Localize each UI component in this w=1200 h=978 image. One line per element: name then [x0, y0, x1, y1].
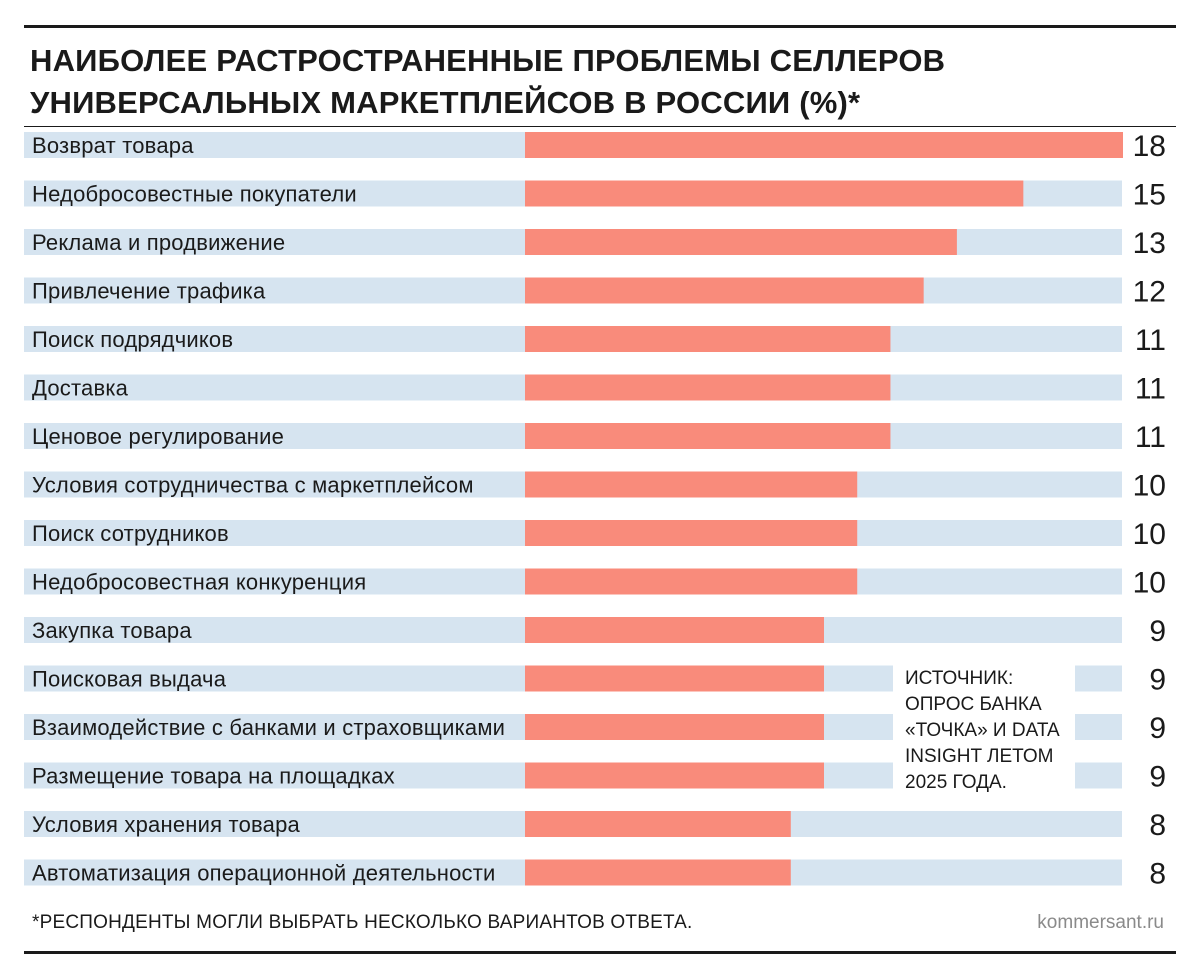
chart-title-line-2: УНИВЕРСАЛЬНЫХ МАРКЕТПЛЕЙСОВ В РОССИИ (%)… — [30, 85, 861, 120]
category-label: Условия хранения товара — [32, 812, 301, 837]
value-label: 8 — [1149, 809, 1166, 842]
category-label: Поиск сотрудников — [32, 521, 229, 546]
category-label: Ценовое регулирование — [32, 424, 284, 449]
value-label: 9 — [1149, 664, 1166, 697]
chart-title: НАИБОЛЕЕ РАСТРОСТРАНЕННЫЕ ПРОБЛЕМЫ СЕЛЛЕ… — [30, 40, 1170, 124]
value-label: 10 — [1133, 518, 1166, 551]
value-label: 9 — [1149, 761, 1166, 794]
value-label: 13 — [1133, 227, 1166, 260]
bar — [525, 714, 824, 740]
value-label: 9 — [1149, 712, 1166, 745]
category-label: Поисковая выдача — [32, 667, 227, 692]
value-label: 15 — [1133, 179, 1166, 212]
bar — [525, 326, 891, 352]
source-line: ОПРОС БАНКА — [905, 694, 1042, 715]
source-line: 2025 ГОДА. — [905, 772, 1007, 793]
value-label: 12 — [1133, 276, 1166, 309]
value-label: 10 — [1133, 567, 1166, 600]
source-line: ИСТОЧНИК: — [905, 668, 1014, 689]
value-label: 11 — [1135, 373, 1166, 406]
category-label: Закупка товара — [32, 618, 192, 643]
category-label: Привлечение трафика — [32, 279, 266, 304]
bar — [525, 229, 957, 255]
value-label: 18 — [1133, 130, 1166, 163]
bar — [525, 471, 858, 498]
category-label: Возврат товара — [32, 133, 194, 158]
category-label: Условия сотрудничества с маркетплейсом — [32, 473, 474, 498]
source-line: «ТОЧКА» И DATA — [905, 720, 1060, 741]
category-label: Размещение товара на площадках — [32, 764, 395, 789]
bottom-rule — [24, 951, 1176, 954]
bar — [525, 520, 858, 546]
source-line: INSIGHT ЛЕТОМ — [905, 746, 1054, 767]
value-label: 9 — [1149, 615, 1166, 648]
top-rule — [24, 25, 1176, 28]
bar — [525, 180, 1024, 207]
source-note: ИСТОЧНИК: ОПРОС БАНКА «ТОЧКА» И DATA INS… — [893, 662, 1075, 798]
bar — [525, 811, 791, 837]
category-label: Доставка — [32, 376, 129, 401]
value-label: 10 — [1133, 470, 1166, 503]
category-label: Автоматизация операционной деятельности — [32, 861, 496, 886]
chart-title-line-1: НАИБОЛЕЕ РАСТРОСТРАНЕННЫЕ ПРОБЛЕМЫ СЕЛЛЕ… — [30, 43, 946, 78]
title-divider — [24, 126, 1176, 127]
category-label: Недобросовестные покупатели — [32, 182, 357, 207]
bar — [525, 665, 824, 692]
bar — [525, 277, 924, 304]
bar — [525, 617, 824, 643]
bar — [525, 374, 891, 401]
category-label: Недобросовестная конкуренция — [32, 570, 366, 595]
value-label: 11 — [1135, 324, 1166, 357]
bar — [525, 132, 1123, 158]
category-label: Взаимодействие с банками и страховщиками — [32, 715, 505, 740]
footnote: *РЕСПОНДЕНТЫ МОГЛИ ВЫБРАТЬ НЕСКОЛЬКО ВАР… — [32, 912, 693, 933]
value-label: 8 — [1149, 858, 1166, 891]
bar — [525, 568, 858, 595]
bar — [525, 423, 891, 449]
category-label: Поиск подрядчиков — [32, 327, 233, 352]
value-label: 11 — [1135, 421, 1166, 454]
category-label: Реклама и продвижение — [32, 230, 285, 255]
bar — [525, 859, 791, 886]
brand-link[interactable]: kommersant.ru — [1037, 912, 1164, 933]
bar — [525, 762, 824, 789]
